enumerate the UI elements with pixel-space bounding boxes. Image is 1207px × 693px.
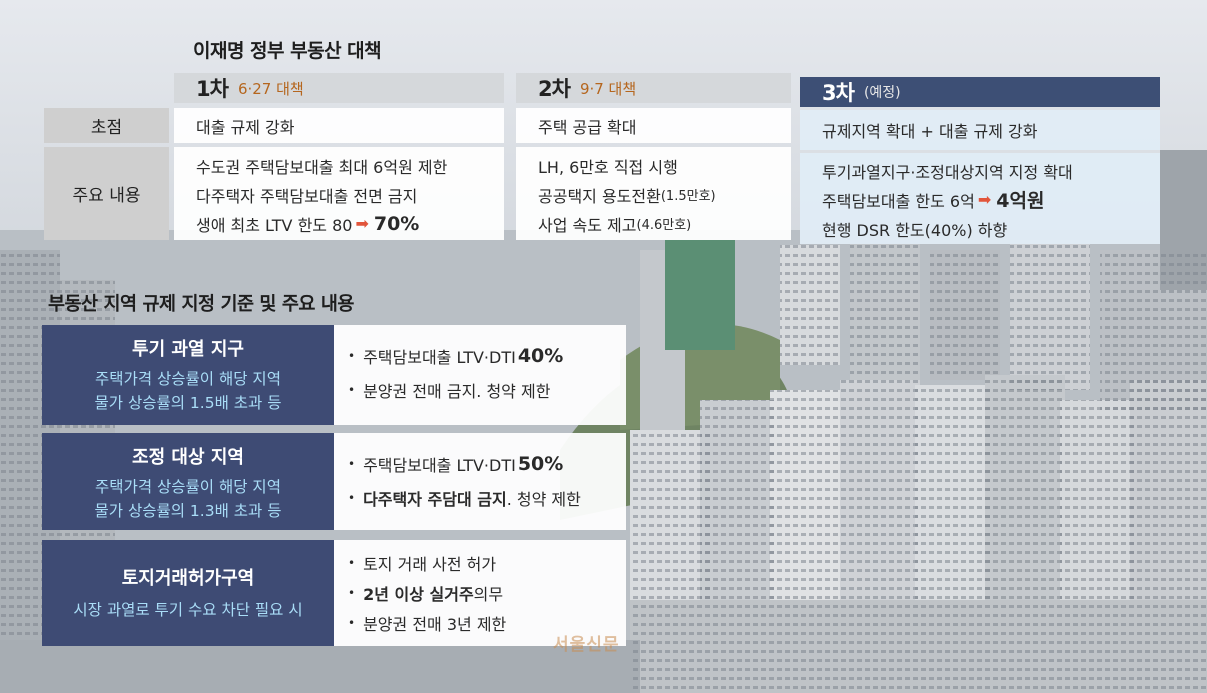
round-1-item-text: 생애 최초 LTV 한도 80 <box>196 215 353 235</box>
zone-detail-bold: 2년 이상 실거주 <box>363 585 474 604</box>
round-2-item: 공공택지 용도전환 (1.5만호) <box>538 180 791 209</box>
round-1-item: 수도권 주택담보대출 최대 6억원 제한 <box>196 151 504 180</box>
zone-detail-text: 의무 <box>473 585 504 604</box>
round-3-item-text: 투기과열지구·조정대상지역 지정 확대 <box>822 162 1073 182</box>
zone-speculation-overheated: 투기 과열 지구 주택가격 상승률이 해당 지역 물가 상승률의 1.5배 초과… <box>42 325 334 425</box>
round-2-item: 사업 속도 제고 (4.6만호) <box>538 209 791 238</box>
round-2-item-text: 공공택지 용도전환 <box>538 186 661 206</box>
round-3-subtitle: (예정) <box>863 85 901 101</box>
round-1-focus-text: 대출 규제 강화 <box>196 117 295 137</box>
round-3-item-text: 주택담보대출 한도 6억 <box>822 191 975 211</box>
zone-3-details: • 토지 거래 사전 허가 • 2년 이상 실거주 의무 • 분양권 전매 3년… <box>334 540 626 646</box>
round-2-number: 2차 <box>538 77 571 101</box>
bullet-icon: • <box>348 457 356 471</box>
zone-description: 주택가격 상승률이 해당 지역 <box>95 478 281 496</box>
round-2-item: LH, 6만호 직접 시행 <box>538 151 791 180</box>
round-2-focus-text: 주택 공급 확대 <box>538 117 637 137</box>
round-2-focus: 주택 공급 확대 <box>516 108 791 143</box>
zone-detail-item: • 다주택자 주담대 금지 . 청약 제한 <box>348 481 626 515</box>
zone-name: 토지거래허가구역 <box>121 568 255 589</box>
zone-2-details: • 주택담보대출 LTV·DTI 50% • 다주택자 주담대 금지 . 청약 … <box>334 433 626 530</box>
round-1-focus: 대출 규제 강화 <box>174 108 504 143</box>
bullet-icon: • <box>348 491 356 505</box>
round-3-focus: 규제지역 확대 + 대출 규제 강화 <box>800 110 1160 150</box>
zone-detail-item: • 2년 이상 실거주 의무 <box>348 578 626 608</box>
round-3-item: 투기과열지구·조정대상지역 지정 확대 <box>822 156 1160 185</box>
zone-adjustment-target: 조정 대상 지역 주택가격 상승률이 해당 지역 물가 상승률의 1.3배 초과… <box>42 433 334 530</box>
zone-description: 물가 상승률의 1.5배 초과 등 <box>94 394 282 412</box>
zone-detail-item: • 주택담보대출 LTV·DTI 50% <box>348 447 626 481</box>
round-1-item-text: 수도권 주택담보대출 최대 6억원 제한 <box>196 157 448 177</box>
zone-detail-text: 주택담보대출 LTV·DTI <box>363 456 516 475</box>
round-1-item-highlight: 70% <box>373 212 420 235</box>
round-3-item: 주택담보대출 한도 6억 ➡ 4억원 <box>822 185 1160 214</box>
zone-detail-text: . 청약 제한 <box>506 490 581 509</box>
policy-section-title: 이재명 정부 부동산 대책 <box>193 40 382 62</box>
round-3-number: 3차 <box>822 81 855 105</box>
regulation-section-title: 부동산 지역 규제 지정 기준 및 주요 내용 <box>48 294 354 315</box>
publisher-watermark: 서울신문 <box>553 635 620 655</box>
round-1-item: 다주택자 주택담보대출 전면 금지 <box>196 180 504 209</box>
round-3-content: 투기과열지구·조정대상지역 지정 확대 주택담보대출 한도 6억 ➡ 4억원 현… <box>800 153 1160 244</box>
round-1-header: 1차 6·27 대책 <box>174 73 504 103</box>
bullet-icon: • <box>348 349 356 363</box>
zone-description: 물가 상승률의 1.3배 초과 등 <box>94 502 282 520</box>
round-2-subtitle: 9·7 대책 <box>579 79 637 98</box>
zone-detail-item: • 분양권 전매 3년 제한 <box>348 608 626 638</box>
zone-detail-text: 분양권 전매 금지. 청약 제한 <box>363 382 551 401</box>
zone-name: 투기 과열 지구 <box>132 339 244 360</box>
round-1-content: 수도권 주택담보대출 최대 6억원 제한 다주택자 주택담보대출 전면 금지 생… <box>174 147 504 240</box>
round-2-header: 2차 9·7 대책 <box>516 73 791 103</box>
zone-1-details: • 주택담보대출 LTV·DTI 40% • 분양권 전매 금지. 청약 제한 <box>334 325 626 425</box>
round-1-number: 1차 <box>196 77 229 101</box>
round-2-item-text: LH, 6만호 직접 시행 <box>538 157 678 177</box>
zone-detail-item: • 주택담보대출 LTV·DTI 40% <box>348 339 626 373</box>
arrow-right-icon: ➡ <box>977 190 992 209</box>
row-label-content: 주요 내용 <box>44 147 169 240</box>
zone-description: 시장 과열로 투기 수요 차단 필요 시 <box>73 601 303 619</box>
round-3-item: 현행 DSR 한도(40%) 하향 <box>822 214 1160 243</box>
arrow-right-icon: ➡ <box>355 214 369 233</box>
zone-detail-bold: 다주택자 주담대 금지 <box>363 490 507 509</box>
zone-detail-text: 주택담보대출 LTV·DTI <box>363 348 516 367</box>
zone-detail-text: 분양권 전매 3년 제한 <box>363 615 507 634</box>
bullet-icon: • <box>348 556 356 570</box>
row-label-focus: 초점 <box>44 108 169 143</box>
round-3-item-text: 현행 DSR 한도(40%) 하향 <box>822 220 1008 240</box>
zone-detail-text: 토지 거래 사전 허가 <box>363 555 497 574</box>
zone-detail-item: • 토지 거래 사전 허가 <box>348 548 626 578</box>
round-2-item-note: (4.6만호) <box>636 218 692 233</box>
round-2-item-text: 사업 속도 제고 <box>538 215 637 235</box>
zone-detail-value: 50% <box>517 453 564 475</box>
round-3-focus-text: 규제지역 확대 + 대출 규제 강화 <box>822 122 1038 141</box>
round-3-header: 3차 (예정) <box>800 77 1160 107</box>
zone-name: 조정 대상 지역 <box>132 447 244 468</box>
bullet-icon: • <box>348 616 356 630</box>
round-2-content: LH, 6만호 직접 시행 공공택지 용도전환 (1.5만호) 사업 속도 제고… <box>516 147 791 240</box>
zone-detail-value: 40% <box>517 345 564 367</box>
round-1-item-text: 다주택자 주택담보대출 전면 금지 <box>196 186 418 206</box>
bullet-icon: • <box>348 383 356 397</box>
round-1-subtitle: 6·27 대책 <box>237 79 304 98</box>
round-2-item-note: (1.5만호) <box>660 189 716 204</box>
zone-detail-item: • 분양권 전매 금지. 청약 제한 <box>348 373 626 407</box>
round-1-item: 생애 최초 LTV 한도 80 ➡ 70% <box>196 209 504 238</box>
bullet-icon: • <box>348 586 356 600</box>
round-3-item-highlight: 4억원 <box>996 190 1045 212</box>
zone-land-transaction-permit: 토지거래허가구역 시장 과열로 투기 수요 차단 필요 시 <box>42 540 334 646</box>
zone-description: 주택가격 상승률이 해당 지역 <box>95 370 281 388</box>
